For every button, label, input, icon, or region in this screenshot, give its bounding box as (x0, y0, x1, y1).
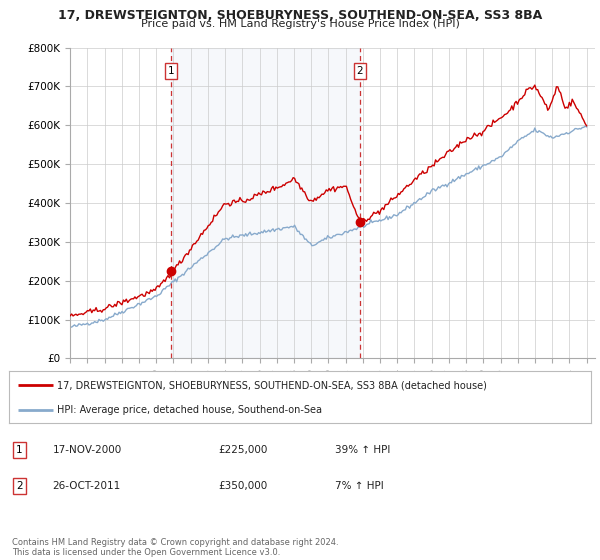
Text: 17, DREWSTEIGNTON, SHOEBURYNESS, SOUTHEND-ON-SEA, SS3 8BA: 17, DREWSTEIGNTON, SHOEBURYNESS, SOUTHEN… (58, 9, 542, 22)
Text: 1: 1 (16, 445, 23, 455)
Text: HPI: Average price, detached house, Southend-on-Sea: HPI: Average price, detached house, Sout… (57, 405, 322, 415)
Text: 7% ↑ HPI: 7% ↑ HPI (335, 482, 383, 491)
Text: 17-NOV-2000: 17-NOV-2000 (53, 445, 122, 455)
Bar (172, 48, 360, 358)
Text: Price paid vs. HM Land Registry's House Price Index (HPI): Price paid vs. HM Land Registry's House … (140, 19, 460, 29)
Text: 2: 2 (16, 482, 23, 491)
Text: Contains HM Land Registry data © Crown copyright and database right 2024.
This d: Contains HM Land Registry data © Crown c… (12, 538, 338, 557)
Text: £350,000: £350,000 (218, 482, 268, 491)
Text: 1: 1 (168, 66, 175, 76)
Text: 2: 2 (356, 66, 363, 76)
Text: 39% ↑ HPI: 39% ↑ HPI (335, 445, 390, 455)
Text: £225,000: £225,000 (218, 445, 268, 455)
Text: 17, DREWSTEIGNTON, SHOEBURYNESS, SOUTHEND-ON-SEA, SS3 8BA (detached house): 17, DREWSTEIGNTON, SHOEBURYNESS, SOUTHEN… (57, 380, 487, 390)
Text: 26-OCT-2011: 26-OCT-2011 (53, 482, 121, 491)
